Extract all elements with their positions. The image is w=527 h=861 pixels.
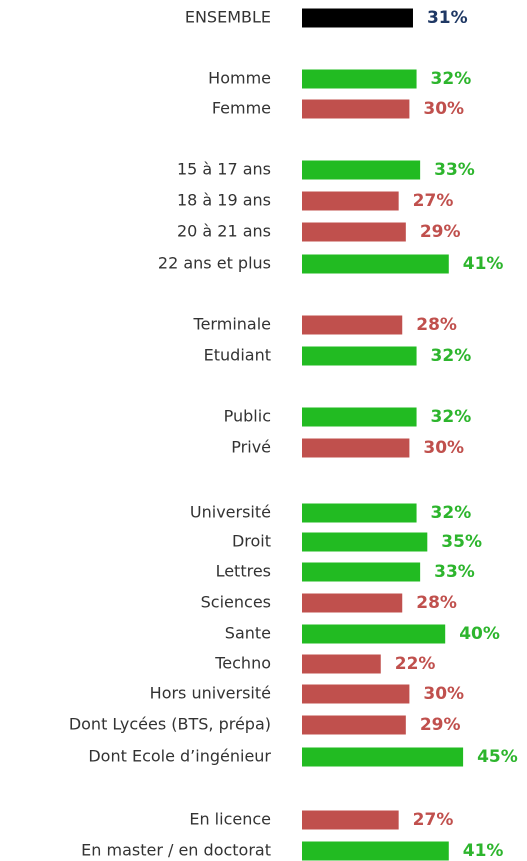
bar <box>302 346 417 366</box>
bar <box>302 624 446 644</box>
category-label: Droit <box>232 532 271 551</box>
category-label: En master / en doctorat <box>81 841 271 860</box>
bar <box>302 715 406 735</box>
category-label: 15 à 17 ans <box>177 160 271 179</box>
value-label: 31% <box>427 8 468 28</box>
bar <box>302 407 417 427</box>
value-label: 28% <box>416 593 457 613</box>
bar <box>302 191 399 211</box>
value-label: 32% <box>431 503 472 523</box>
category-label: 18 à 19 ans <box>177 191 271 210</box>
category-label: Etudiant <box>204 346 271 365</box>
bar <box>302 503 417 523</box>
bar <box>302 315 403 335</box>
bar <box>302 654 381 674</box>
bar <box>302 8 413 28</box>
category-label: 22 ans et plus <box>158 254 271 273</box>
value-label: 30% <box>423 99 464 119</box>
category-label: Sante <box>225 624 271 643</box>
category-label: Homme <box>208 69 271 88</box>
value-label: 30% <box>423 438 464 458</box>
bar <box>302 684 410 704</box>
category-label: Privé <box>231 438 271 457</box>
category-label: En licence <box>189 810 271 829</box>
category-label: Université <box>190 503 271 522</box>
category-label: Sciences <box>201 593 271 612</box>
value-label: 28% <box>416 315 457 335</box>
category-label: Hors université <box>150 684 271 703</box>
value-label: 45% <box>477 747 518 767</box>
category-label: Femme <box>212 99 271 118</box>
category-label: Public <box>224 407 271 426</box>
value-label: 41% <box>463 254 504 274</box>
bar <box>302 593 403 613</box>
value-label: 40% <box>459 624 500 644</box>
value-label: 29% <box>420 222 461 242</box>
value-label: 33% <box>434 562 475 582</box>
value-label: 30% <box>423 684 464 704</box>
bar <box>302 69 417 89</box>
value-label: 33% <box>434 160 475 180</box>
category-label: Lettres <box>216 562 271 581</box>
bar <box>302 747 464 767</box>
bar <box>302 254 449 274</box>
value-label: 41% <box>463 841 504 861</box>
bar <box>302 99 410 119</box>
value-label: 22% <box>395 654 436 674</box>
category-label: Techno <box>214 654 271 673</box>
bar <box>302 810 399 830</box>
category-label: ENSEMBLE <box>185 8 271 27</box>
bar <box>302 222 406 242</box>
category-label: Dont Lycées (BTS, prépa) <box>69 715 271 734</box>
bar <box>302 841 449 861</box>
bar <box>302 562 421 582</box>
bar <box>302 438 410 458</box>
value-label: 29% <box>420 715 461 735</box>
value-label: 27% <box>413 191 454 211</box>
value-label: 32% <box>431 346 472 366</box>
value-label: 32% <box>431 407 472 427</box>
value-label: 35% <box>441 532 482 552</box>
bar <box>302 160 421 180</box>
category-label: Dont Ecole d’ingénieur <box>88 747 271 766</box>
category-label: 20 à 21 ans <box>177 222 271 241</box>
category-label: Terminale <box>193 315 271 334</box>
bar <box>302 532 428 552</box>
value-label: 27% <box>413 810 454 830</box>
value-label: 32% <box>431 69 472 89</box>
